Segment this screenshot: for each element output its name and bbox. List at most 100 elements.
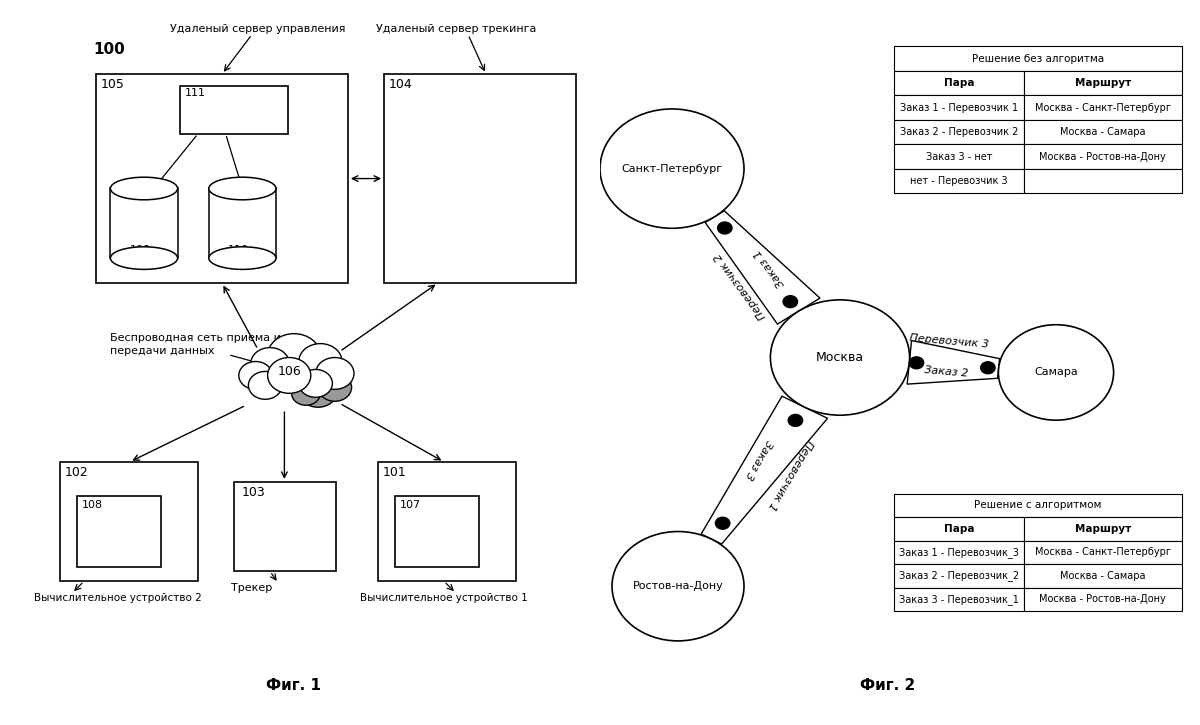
Text: Заказ 1: Заказ 1 [752, 247, 787, 289]
Circle shape [268, 334, 320, 378]
Circle shape [998, 325, 1114, 420]
Text: Вычислительное устройство 1: Вычислительное устройство 1 [360, 593, 528, 603]
Circle shape [251, 347, 289, 379]
Polygon shape [907, 341, 1000, 384]
Text: нет - Перевозчик 3: нет - Перевозчик 3 [910, 176, 1008, 186]
Text: Перевозчик 1: Перевозчик 1 [766, 438, 815, 512]
Text: Москва - Санкт-Петербург: Москва - Санкт-Петербург [1034, 103, 1171, 112]
Text: Заказ 3 - нет: Заказ 3 - нет [925, 152, 992, 162]
Text: Москва - Санкт-Петербург: Москва - Санкт-Петербург [1034, 547, 1171, 558]
Bar [894, 71, 1024, 96]
Bar [1024, 564, 1182, 587]
Ellipse shape [209, 247, 276, 270]
Text: Трекер: Трекер [232, 583, 272, 593]
Circle shape [316, 357, 354, 389]
Bar [894, 564, 1024, 587]
Bar [209, 188, 276, 258]
Ellipse shape [110, 177, 178, 200]
Text: Москва - Самара: Москва - Самара [1060, 571, 1146, 581]
Circle shape [718, 222, 732, 234]
Circle shape [784, 296, 798, 307]
Text: 104: 104 [389, 78, 413, 91]
Circle shape [292, 381, 320, 405]
Bar [1024, 96, 1182, 120]
Text: Заказ 3: Заказ 3 [743, 438, 774, 481]
Text: Пара: Пара [943, 524, 974, 534]
Text: Решение без алгоритма: Решение без алгоритма [972, 54, 1104, 64]
Text: Москва - Самара: Москва - Самара [1060, 127, 1146, 137]
Polygon shape [706, 211, 820, 324]
Bar [110, 188, 178, 258]
Text: Заказ 1 - Перевозчик_3: Заказ 1 - Перевозчик_3 [899, 547, 1019, 558]
Circle shape [788, 415, 803, 426]
Text: Заказ 2: Заказ 2 [924, 365, 968, 378]
Ellipse shape [110, 247, 178, 270]
Text: 111: 111 [185, 88, 206, 98]
Bar [234, 482, 336, 571]
Text: Фиг. 1: Фиг. 1 [266, 678, 322, 692]
Circle shape [299, 376, 337, 407]
Text: Маршрут: Маршрут [1075, 78, 1130, 88]
Circle shape [318, 373, 352, 401]
Bar [894, 517, 1024, 541]
Circle shape [715, 517, 730, 529]
Text: Ростов-на-Дону: Ростов-на-Дону [632, 581, 724, 591]
Bar [894, 144, 1024, 169]
Circle shape [299, 344, 342, 379]
Bar [894, 120, 1024, 144]
Bar [1024, 587, 1182, 611]
Text: Фиг. 2: Фиг. 2 [860, 678, 916, 692]
Circle shape [770, 300, 910, 415]
Polygon shape [701, 396, 828, 544]
Text: Санкт-Петербург: Санкт-Петербург [622, 164, 722, 173]
Text: 110: 110 [228, 245, 250, 255]
Text: Заказ 2 - Перевозчик_2: Заказ 2 - Перевозчик_2 [899, 571, 1019, 581]
Circle shape [248, 371, 282, 399]
Text: Удаленый сервер управления: Удаленый сервер управления [170, 25, 346, 35]
Bar [1024, 541, 1182, 564]
Text: Москва - Ростов-на-Дону: Москва - Ростов-на-Дону [1039, 152, 1166, 162]
Text: Удаленый сервер трекинга: Удаленый сервер трекинга [376, 25, 536, 35]
Text: 108: 108 [82, 500, 103, 510]
Circle shape [299, 370, 332, 397]
Circle shape [910, 357, 924, 369]
Bar [1024, 517, 1182, 541]
Circle shape [239, 362, 272, 389]
Text: 102: 102 [65, 466, 89, 479]
Ellipse shape [209, 177, 276, 200]
Text: Перевозчик 3: Перевозчик 3 [910, 333, 989, 349]
Bar [180, 86, 288, 134]
Circle shape [980, 362, 995, 373]
Bar [1024, 71, 1182, 96]
Text: 106: 106 [277, 365, 301, 378]
Circle shape [268, 357, 311, 394]
Bar [384, 74, 576, 283]
Circle shape [600, 109, 744, 228]
Bar [894, 541, 1024, 564]
Bar [395, 496, 479, 568]
Text: 101: 101 [383, 466, 407, 479]
Bar [894, 46, 1182, 71]
Text: Маршрут: Маршрут [1075, 524, 1130, 534]
Text: 109: 109 [130, 245, 151, 255]
Text: Решение с алгоритмом: Решение с алгоритмом [974, 500, 1102, 510]
Text: Беспроводная сеть приема и
передачи данных: Беспроводная сеть приема и передачи данн… [110, 333, 281, 356]
Text: 105: 105 [101, 78, 125, 91]
Bar [60, 462, 198, 581]
Bar [1024, 120, 1182, 144]
Bar [1024, 169, 1182, 194]
Bar [894, 169, 1024, 194]
Text: Заказ 1 - Перевозчик 1: Заказ 1 - Перевозчик 1 [900, 103, 1018, 112]
Bar [378, 462, 516, 581]
Text: Вычислительное устройство 2: Вычислительное устройство 2 [34, 593, 202, 603]
Text: Самара: Самара [1034, 368, 1078, 378]
Bar [894, 587, 1024, 611]
Text: Заказ 3 - Перевозчик_1: Заказ 3 - Перевозчик_1 [899, 594, 1019, 605]
Text: Москва: Москва [816, 351, 864, 364]
Text: Москва - Ростов-на-Дону: Москва - Ростов-на-Дону [1039, 594, 1166, 605]
Circle shape [612, 531, 744, 641]
Bar [77, 496, 161, 568]
Text: 107: 107 [400, 500, 421, 510]
Text: 103: 103 [241, 486, 265, 499]
Text: Заказ 2 - Перевозчик 2: Заказ 2 - Перевозчик 2 [900, 127, 1018, 137]
